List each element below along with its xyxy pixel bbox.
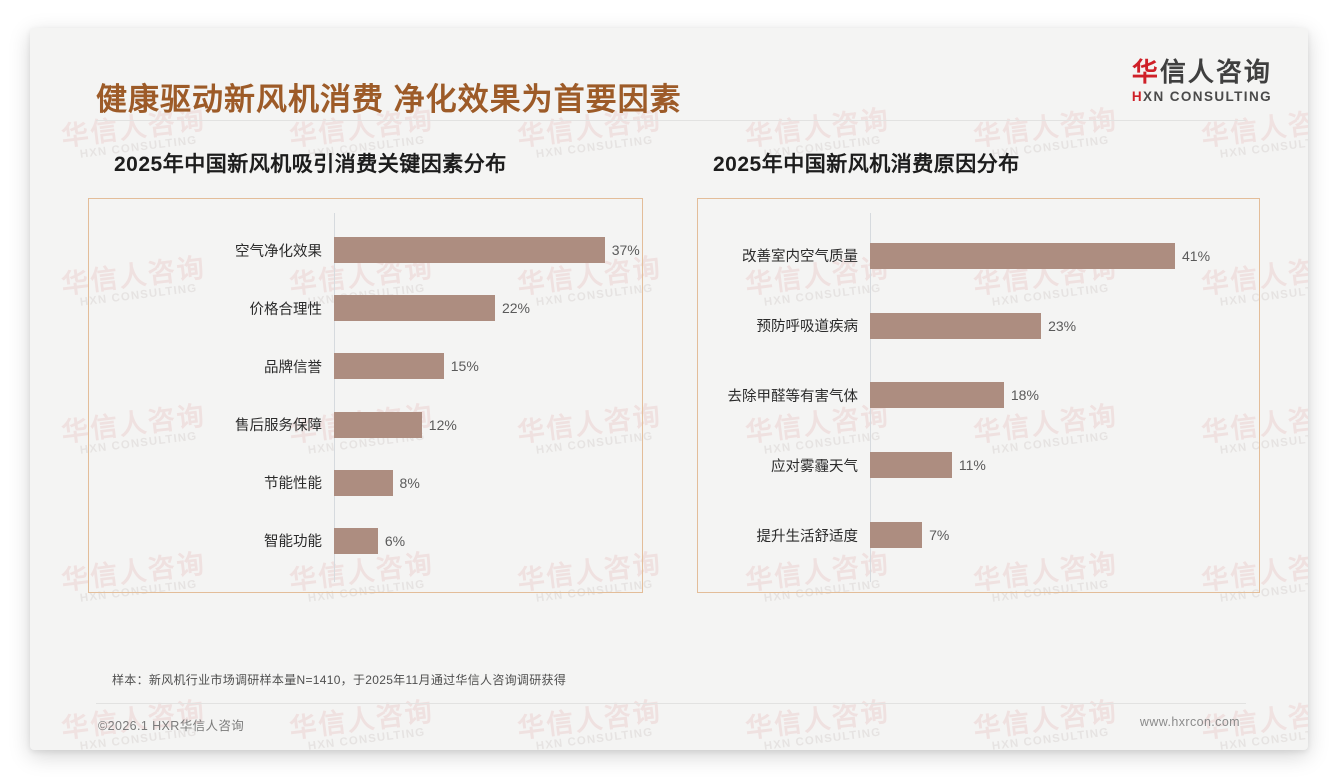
bar-value-label: 11% bbox=[958, 457, 986, 474]
plot-area-reasons: 改善室内空气质量 41% 预防呼吸道疾病 23% 去除甲醛等有害气体 18% 应对雾霾天气 1… bbox=[698, 199, 1259, 592]
chart-panel-key-factors: 空气净化效果 37% 价格合理性 22% 品牌信誉 15% 售后服务保障 12% 节能性能 8% 智… bbox=[88, 198, 643, 593]
bar-value-label: 6% bbox=[384, 532, 406, 549]
chart-title-key-factors: 2025年中国新风机吸引消费关键因素分布 bbox=[114, 153, 507, 176]
bar-row: 预防呼吸道疾病 23% bbox=[698, 311, 1259, 341]
plot-area-key-factors: 空气净化效果 37% 价格合理性 22% 品牌信誉 15% 售后服务保障 12% 节能性能 8% 智… bbox=[89, 199, 642, 592]
bar-category-label: 应对雾霾天气 bbox=[771, 458, 858, 475]
bar bbox=[334, 353, 444, 380]
y-axis-line bbox=[334, 213, 335, 582]
bar bbox=[334, 411, 422, 438]
bar-value-label: 41% bbox=[1182, 247, 1211, 264]
logo-chinese-accent: 华 bbox=[1131, 57, 1160, 87]
logo-chinese-rest: 信人咨询 bbox=[1159, 57, 1272, 87]
footer-divider bbox=[96, 703, 1246, 704]
bar-value-label: 37% bbox=[611, 242, 640, 259]
bar-wrapper: 15% bbox=[334, 353, 642, 380]
bar-row: 应对雾霾天气 11% bbox=[698, 450, 1259, 480]
bar bbox=[870, 242, 1175, 269]
bar-wrapper: 18% bbox=[870, 382, 1259, 409]
charts-container: 2025年中国新风机吸引消费关键因素分布 空气净化效果 37% 价格合理性 22% 品牌… bbox=[30, 148, 1308, 593]
bar-wrapper: 7% bbox=[870, 522, 1259, 549]
bar-wrapper: 41% bbox=[870, 242, 1259, 269]
bar-row: 空气净化效果 37% bbox=[89, 235, 642, 265]
bar-value-label: 15% bbox=[450, 358, 479, 375]
bar bbox=[334, 295, 495, 322]
bar-wrapper: 12% bbox=[334, 411, 642, 438]
bar-wrapper: 6% bbox=[334, 527, 642, 554]
bar-wrapper: 8% bbox=[334, 469, 642, 496]
bar-category-label: 智能功能 bbox=[264, 534, 322, 551]
bar-value-label: 12% bbox=[428, 416, 457, 433]
bar-wrapper: 11% bbox=[870, 452, 1259, 479]
copyright-text: ©2026.1 HXR华信人咨询 bbox=[98, 719, 245, 733]
bar-row: 品牌信誉 15% bbox=[89, 351, 642, 381]
logo-chinese: 华信人咨询 bbox=[1132, 58, 1272, 87]
title-divider bbox=[96, 120, 1246, 121]
bar-category-label: 改善室内空气质量 bbox=[742, 249, 858, 266]
slide-header: 健康驱动新风机消费 净化效果为首要因素 华信人咨询 HXN CONSULTING bbox=[30, 28, 1308, 124]
slide-footer: ©2026.1 HXR华信人咨询 www.hxrcon.com bbox=[30, 712, 1308, 738]
bar-row: 售后服务保障 12% bbox=[89, 410, 642, 440]
logo-english-rest: XN CONSULTING bbox=[1143, 88, 1272, 104]
bar-wrapper: 22% bbox=[334, 295, 642, 322]
bar-wrapper: 37% bbox=[334, 237, 642, 264]
footnote-wrapper: 样本：新风机行业市场调研样本量N=1410，于2025年11月通过华信人咨询调研… bbox=[30, 671, 1308, 688]
bar-category-label: 去除甲醛等有害气体 bbox=[727, 388, 859, 405]
logo-english-accent: H bbox=[1131, 88, 1144, 104]
bar bbox=[334, 469, 393, 496]
bar-row: 价格合理性 22% bbox=[89, 293, 642, 323]
chart-panel-reasons: 改善室内空气质量 41% 预防呼吸道疾病 23% 去除甲醛等有害气体 18% 应对雾霾天气 1… bbox=[697, 198, 1260, 593]
bar-category-label: 节能性能 bbox=[264, 476, 322, 493]
bar-category-label: 提升生活舒适度 bbox=[756, 528, 859, 545]
bar-value-label: 18% bbox=[1010, 387, 1039, 404]
bar-value-label: 8% bbox=[399, 474, 420, 491]
chart-title-reasons: 2025年中国新风机消费原因分布 bbox=[713, 153, 1020, 176]
bar bbox=[870, 382, 1004, 409]
bar bbox=[334, 237, 605, 264]
bar-value-label: 7% bbox=[929, 527, 950, 544]
bar-value-label: 22% bbox=[501, 300, 530, 317]
bar-category-label: 预防呼吸道疾病 bbox=[756, 319, 859, 336]
bar-category-label: 空气净化效果 bbox=[235, 243, 322, 260]
bar-row: 提升生活舒适度 7% bbox=[698, 520, 1259, 550]
bar-category-label: 售后服务保障 bbox=[235, 418, 322, 435]
website-link[interactable]: www.hxrcon.com bbox=[1139, 715, 1240, 729]
bar-value-label: 23% bbox=[1048, 317, 1077, 334]
bar-row: 改善室内空气质量 41% bbox=[698, 241, 1259, 271]
chart-block-key-factors: 2025年中国新风机吸引消费关键因素分布 空气净化效果 37% 价格合理性 22% 品牌… bbox=[88, 148, 643, 593]
bar-row: 节能性能 8% bbox=[89, 468, 642, 498]
bar bbox=[870, 522, 923, 549]
company-logo: 华信人咨询 HXN CONSULTING bbox=[1132, 58, 1272, 104]
bar bbox=[870, 452, 952, 479]
bar-category-label: 价格合理性 bbox=[249, 301, 323, 318]
bar bbox=[334, 527, 378, 554]
bar-row: 去除甲醛等有害气体 18% bbox=[698, 380, 1259, 410]
bar-row: 智能功能 6% bbox=[89, 526, 642, 556]
slide: 华信人咨询 HXN CONSULTING 华信人咨询 HXN CONSULTING 华信… bbox=[30, 28, 1308, 750]
bar-wrapper: 23% bbox=[870, 312, 1259, 339]
bar bbox=[870, 312, 1042, 339]
bar-category-label: 品牌信誉 bbox=[264, 359, 322, 376]
logo-english: HXN CONSULTING bbox=[1132, 89, 1272, 104]
chart-block-reasons: 2025年中国新风机消费原因分布 改善室内空气质量 41% 预防呼吸道疾病 23% 去除… bbox=[697, 148, 1260, 593]
sample-note: 样本：新风机行业市场调研样本量N=1410，于2025年11月通过华信人咨询调研… bbox=[112, 673, 567, 687]
page-title: 健康驱动新风机消费 净化效果为首要因素 bbox=[96, 82, 682, 117]
